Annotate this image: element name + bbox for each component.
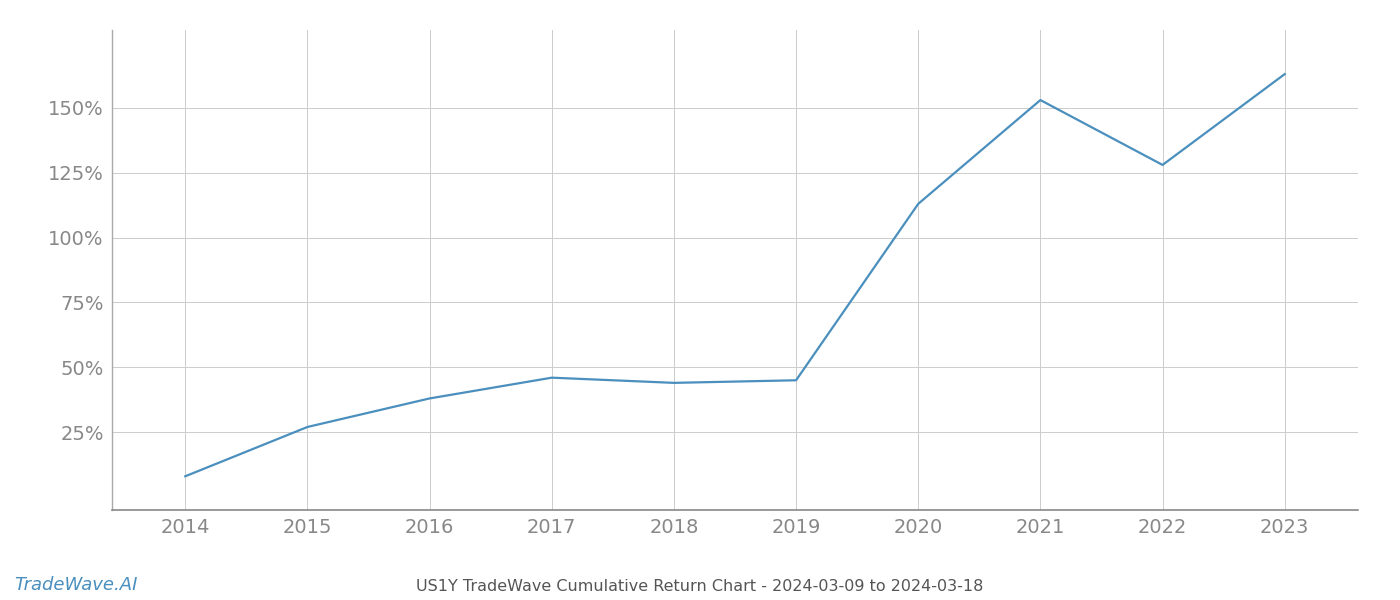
Text: TradeWave.AI: TradeWave.AI bbox=[14, 576, 137, 594]
Text: US1Y TradeWave Cumulative Return Chart - 2024-03-09 to 2024-03-18: US1Y TradeWave Cumulative Return Chart -… bbox=[416, 579, 984, 594]
